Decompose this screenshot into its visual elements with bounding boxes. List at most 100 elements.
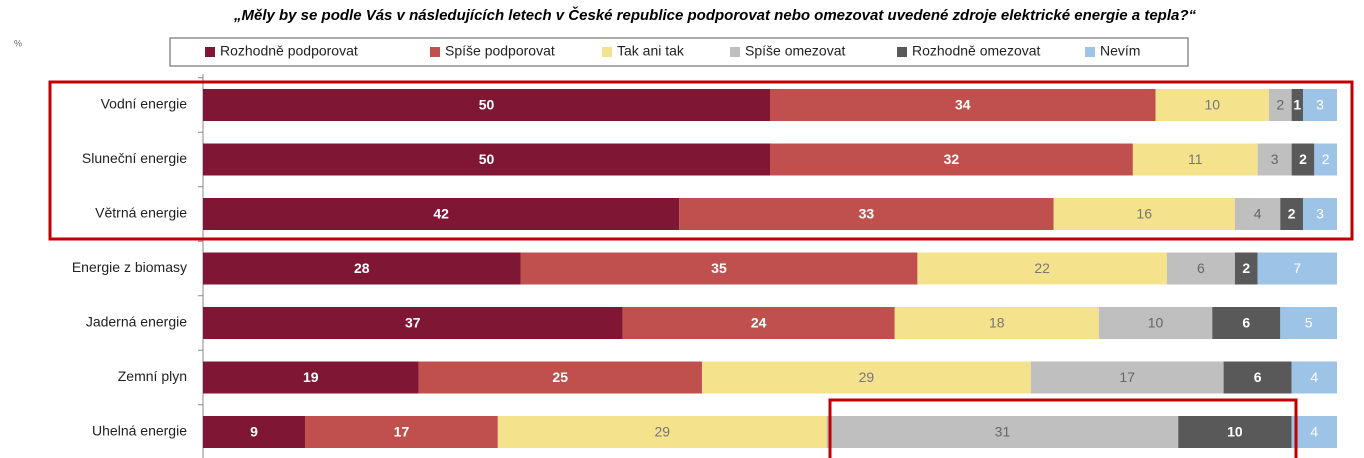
- value-label: 3: [1316, 97, 1324, 113]
- bar-segment: [1291, 143, 1315, 176]
- value-label: 3: [1316, 206, 1324, 222]
- axis-label: %: [14, 38, 22, 48]
- legend-label: Spíše podporovat: [445, 43, 555, 59]
- legend-label: Rozhodně podporovat: [220, 43, 358, 59]
- category-label: Energie z biomasy: [72, 259, 187, 275]
- value-label: 9: [250, 424, 258, 440]
- bar-segment: [770, 89, 1156, 121]
- value-label: 2: [1299, 151, 1307, 167]
- value-label: 2: [1242, 260, 1250, 276]
- value-label: 10: [1148, 315, 1164, 331]
- legend-label: Rozhodně omezovat: [912, 43, 1041, 59]
- bar-segment: [418, 361, 702, 394]
- bar-segment: [1291, 361, 1337, 394]
- value-label: 6: [1242, 315, 1250, 331]
- value-label: 2: [1288, 206, 1296, 222]
- bar-segment: [1030, 361, 1224, 394]
- value-label: 2: [1276, 97, 1284, 113]
- value-label: 5: [1305, 315, 1313, 331]
- value-label: 29: [859, 369, 875, 385]
- legend-swatch: [897, 47, 907, 57]
- bar-segment: [203, 198, 680, 230]
- value-label: 11: [1188, 151, 1203, 167]
- bar-segment: [203, 89, 770, 121]
- value-label: 29: [654, 424, 670, 440]
- bar-segment: [203, 416, 306, 448]
- category-label: Větrná energie: [95, 205, 187, 221]
- bar-segment: [1302, 89, 1337, 121]
- bar-segment: [1212, 307, 1281, 339]
- bar-segment: [1166, 252, 1235, 285]
- category-label: Uhelná energie: [92, 423, 187, 439]
- value-label: 6: [1254, 369, 1262, 385]
- bar-segment: [917, 252, 1167, 285]
- bar-segment: [1234, 198, 1281, 230]
- value-label: 10: [1227, 424, 1243, 440]
- value-label: 34: [955, 97, 971, 113]
- value-label: 6: [1197, 260, 1205, 276]
- bar-segment: [1280, 307, 1337, 339]
- bar-segment: [1268, 89, 1292, 121]
- bar-segment: [1280, 198, 1303, 230]
- bar-segment: [1223, 361, 1292, 394]
- bar-segment: [497, 416, 827, 448]
- bar-segment: [1302, 198, 1337, 230]
- legend-label: Spíše omezovat: [745, 43, 845, 59]
- legend-label: Nevím: [1100, 43, 1140, 59]
- legend-label: Tak ani tak: [617, 43, 685, 59]
- value-label: 4: [1254, 206, 1262, 222]
- value-label: 31: [995, 424, 1011, 440]
- category-label: Vodní energie: [101, 96, 188, 112]
- bar-segment: [203, 361, 419, 394]
- bar-segment: [1291, 416, 1337, 448]
- bar-segment: [203, 143, 770, 176]
- value-label: 25: [552, 369, 568, 385]
- legend-swatch: [205, 47, 215, 57]
- category-label: Sluneční energie: [82, 150, 187, 166]
- value-label: 1: [1293, 97, 1301, 113]
- bar-segment: [1132, 143, 1258, 176]
- bar-segment: [1178, 416, 1292, 448]
- bar-segment: [1314, 143, 1337, 176]
- legend-swatch: [430, 47, 440, 57]
- bar-segment: [1155, 89, 1269, 121]
- bar-segment: [203, 252, 521, 285]
- legend-swatch: [1085, 47, 1095, 57]
- legend-swatch: [602, 47, 612, 57]
- value-label: 33: [859, 206, 875, 222]
- value-label: 10: [1204, 97, 1220, 113]
- value-label: 28: [354, 260, 370, 276]
- bar-segment: [1053, 198, 1235, 230]
- value-label: 32: [944, 151, 960, 167]
- bar-segment: [770, 143, 1133, 176]
- value-label: 2: [1322, 151, 1330, 167]
- legend-swatch: [730, 47, 740, 57]
- bar-segment: [679, 198, 1054, 230]
- bar-segment: [1234, 252, 1258, 285]
- value-label: 24: [751, 315, 767, 331]
- category-label: Zemní plyn: [118, 368, 187, 384]
- bar-segment: [622, 307, 895, 339]
- value-label: 50: [479, 151, 495, 167]
- value-label: 50: [479, 97, 495, 113]
- highlight-box: [48, 80, 1354, 241]
- bar-segment: [826, 416, 1179, 448]
- value-label: 3: [1271, 151, 1279, 167]
- bar-segment: [305, 416, 498, 448]
- value-label: 19: [303, 369, 319, 385]
- bar-segment: [1291, 89, 1303, 121]
- bar-segment: [520, 252, 918, 285]
- value-label: 4: [1310, 369, 1318, 385]
- bar-segment: [894, 307, 1099, 339]
- value-label: 18: [989, 315, 1005, 331]
- value-label: 7: [1293, 260, 1301, 276]
- plot: Rozhodně podporovat Spíše podporovat Tak a…: [72, 43, 1337, 448]
- value-label: 37: [405, 315, 421, 331]
- chart-title: „Měly by se podle Vás v následujících le…: [233, 6, 1196, 24]
- value-label: 16: [1136, 206, 1152, 222]
- bar-segment: [203, 307, 623, 339]
- value-label: 42: [433, 206, 449, 222]
- bar-segment: [1257, 143, 1292, 176]
- bar-segment: [1257, 252, 1337, 285]
